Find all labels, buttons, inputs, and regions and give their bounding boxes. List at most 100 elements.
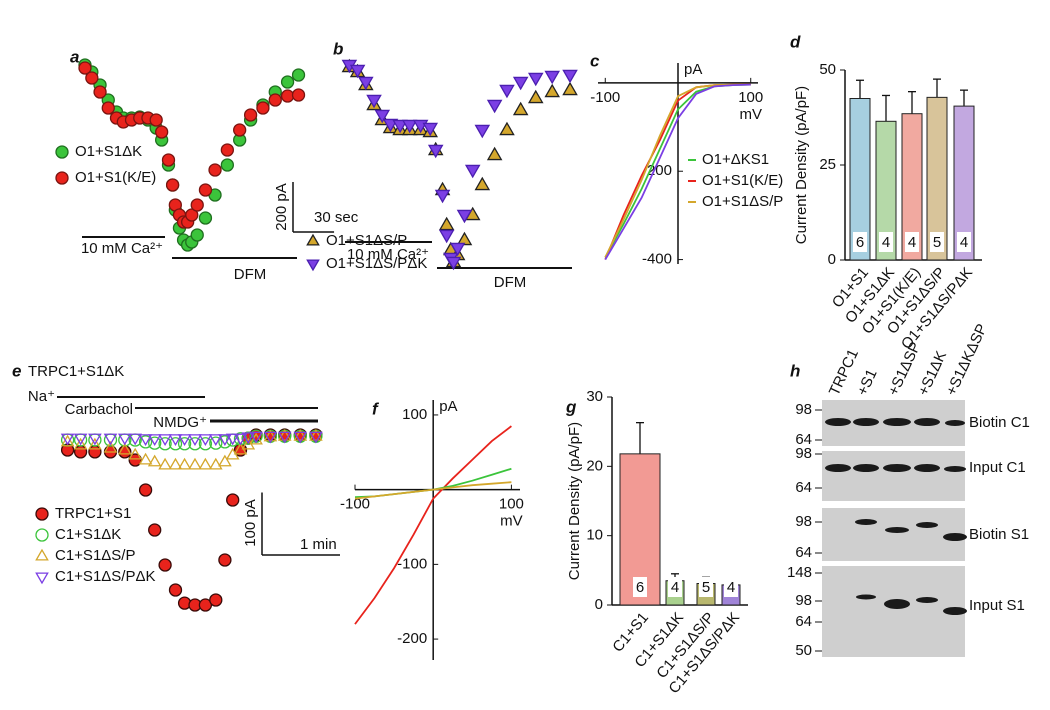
n-label: 4	[882, 234, 890, 251]
blot-band	[884, 599, 910, 609]
blot-band	[825, 418, 851, 426]
data-point	[208, 163, 222, 177]
blot-band	[945, 420, 965, 426]
data-point	[190, 198, 204, 212]
data-point	[474, 176, 491, 191]
n-label-box	[853, 232, 867, 252]
data-point	[158, 437, 172, 451]
data-point	[527, 72, 544, 87]
data-point	[401, 119, 418, 134]
data-point	[434, 189, 451, 204]
y-tick-label: -100	[397, 555, 427, 572]
panel-letter: c	[590, 51, 600, 70]
data-point	[198, 598, 213, 612]
y-tick-label: -400	[642, 251, 672, 268]
marker-label: 64	[795, 479, 812, 496]
data-point	[158, 457, 172, 470]
panel-letter: d	[790, 32, 801, 51]
data-point	[138, 434, 153, 447]
data-point	[268, 93, 282, 107]
data-point	[168, 457, 183, 470]
blot-band	[853, 464, 879, 472]
data-point	[544, 70, 560, 85]
data-point	[161, 153, 176, 167]
n-label-box	[633, 577, 647, 597]
data-point	[117, 433, 132, 446]
data-point	[128, 447, 143, 460]
marker-label: 98	[795, 445, 812, 462]
x-axis-label: mV	[739, 106, 762, 123]
n-label-box	[879, 232, 893, 252]
data-point	[73, 433, 88, 446]
y-tick-label: 20	[586, 457, 603, 474]
data-point	[85, 71, 99, 85]
data-point	[233, 123, 247, 137]
n-label-box	[699, 577, 713, 597]
legend-label: O1+S1(K/E)	[75, 169, 156, 186]
y-tick-label: 0	[595, 596, 603, 613]
data-point	[291, 88, 306, 102]
data-point	[149, 113, 163, 127]
panel-letter: a	[70, 47, 79, 66]
data-point	[177, 457, 192, 470]
data-point	[486, 99, 503, 114]
protocol-label: 10 mM Ca²⁺	[81, 240, 163, 257]
data-point	[291, 68, 306, 82]
panel-title: TRPC1+S1ΔK	[28, 363, 124, 380]
legend-label: TRPC1+S1	[55, 505, 131, 522]
y-tick-label: 50	[819, 61, 836, 78]
legend-label: O1+ΔKS1	[702, 151, 769, 168]
data-point	[562, 81, 578, 96]
data-point	[158, 558, 172, 572]
data-point	[358, 76, 374, 91]
data-point	[138, 483, 153, 497]
panel-letter: f	[372, 399, 380, 418]
blot-panel	[822, 508, 965, 561]
data-point	[544, 83, 560, 98]
y-axis-label: pA	[439, 398, 457, 415]
data-point	[188, 437, 202, 451]
n-label: 4	[908, 234, 916, 251]
blot-band	[853, 418, 879, 426]
data-point	[117, 442, 132, 455]
legend-marker	[306, 259, 320, 272]
n-label-box	[668, 577, 682, 597]
blot-panel	[822, 566, 965, 657]
data-point	[486, 146, 503, 161]
blot-band	[825, 464, 851, 472]
n-label: 6	[856, 234, 864, 251]
n-label: 5	[702, 579, 710, 596]
data-point	[243, 108, 258, 122]
y-tick-label: 10	[586, 527, 603, 544]
x-axis-label: mV	[500, 513, 523, 530]
data-point	[147, 434, 162, 447]
blot-band	[856, 594, 876, 600]
data-point	[499, 121, 515, 136]
blot-band	[855, 519, 877, 525]
protocol-label: DFM	[234, 266, 267, 283]
data-point	[177, 437, 192, 451]
data-point	[165, 178, 180, 192]
row-label: Biotin S1	[969, 526, 1029, 543]
iv-curve	[354, 425, 512, 625]
data-point	[392, 119, 408, 134]
n-label-box	[724, 577, 738, 597]
data-point	[280, 75, 295, 89]
marker-label: 98	[795, 513, 812, 530]
bar	[849, 98, 871, 261]
n-label-box	[930, 232, 944, 252]
y-tick-label: 0	[828, 251, 836, 268]
data-point	[138, 452, 153, 465]
data-point	[73, 437, 88, 450]
data-point	[220, 158, 235, 172]
data-point	[280, 89, 295, 103]
data-point	[438, 229, 455, 244]
data-point	[103, 433, 118, 446]
legend-label: O1+S1ΔS/PΔK	[326, 255, 427, 272]
n-label-box	[905, 232, 919, 252]
data-point	[148, 436, 162, 450]
marker-label: 98	[795, 401, 812, 418]
data-point	[188, 457, 202, 470]
